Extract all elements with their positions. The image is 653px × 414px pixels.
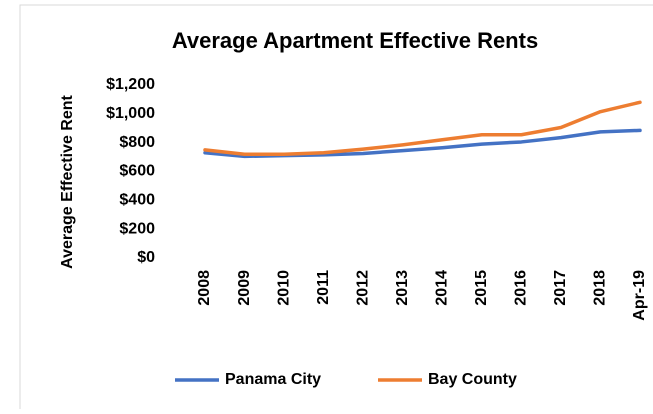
y-axis-label: Average Effective Rent — [59, 94, 76, 268]
x-tick-label: Apr-19 — [631, 270, 648, 321]
y-tick-label: $0 — [137, 249, 155, 266]
y-tick-label: $200 — [119, 220, 155, 237]
series-line — [203, 100, 642, 156]
x-tick-label: 2015 — [473, 270, 490, 306]
x-tick-label: 2018 — [592, 270, 609, 306]
chart-border — [19, 4, 653, 409]
y-tick-label: $800 — [119, 134, 155, 151]
chart-title: Average Apartment Effective Rents — [172, 28, 538, 53]
x-tick-label: 2014 — [433, 270, 450, 306]
y-tick-label: $1,000 — [106, 105, 155, 122]
y-tick-label: $400 — [119, 192, 155, 209]
x-tick-label: 2011 — [315, 270, 332, 305]
y-tick-label: $600 — [119, 163, 155, 180]
x-tick-label: 2017 — [552, 270, 569, 306]
y-tick-label: $1,200 — [106, 76, 155, 93]
x-tick-label: 2009 — [236, 270, 253, 306]
x-tick-label: 2016 — [513, 270, 530, 306]
x-tick-label: 2012 — [354, 270, 371, 306]
x-tick-label: 2008 — [196, 270, 213, 306]
x-tick-label: 2013 — [394, 270, 411, 306]
legend-label: Panama City — [225, 371, 321, 388]
legend-label: Bay County — [428, 371, 517, 388]
x-tick-label: 2010 — [275, 270, 292, 306]
